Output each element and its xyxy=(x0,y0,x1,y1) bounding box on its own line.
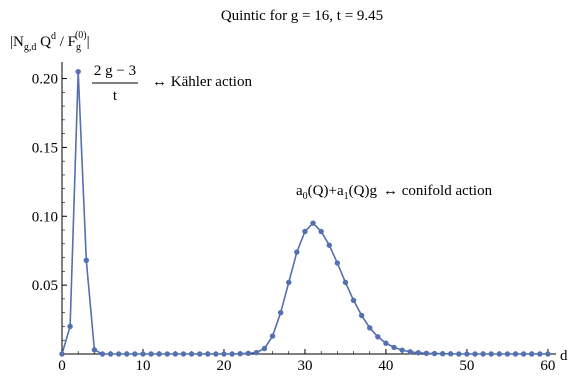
data-point xyxy=(448,351,454,357)
annotation-conifold: a0(Q)+a1(Q)g ↔ conifold action xyxy=(296,183,493,202)
data-point xyxy=(326,242,332,248)
data-point xyxy=(229,351,235,357)
x-tick-label-1: 10 xyxy=(135,358,150,374)
data-point xyxy=(67,323,73,330)
data-point xyxy=(504,351,511,357)
y-axis-label: |Ng,d Qd / Fg(0)| xyxy=(10,30,90,53)
data-point xyxy=(545,351,551,357)
x-tick-label-2: 20 xyxy=(216,358,231,374)
data-point xyxy=(107,351,114,357)
data-point xyxy=(358,312,365,319)
data-point xyxy=(180,351,187,357)
x-tick-label-4: 40 xyxy=(378,358,393,374)
data-point xyxy=(188,351,195,357)
data-point xyxy=(148,351,154,357)
data-point xyxy=(383,340,389,346)
data-point xyxy=(350,297,357,303)
data-point xyxy=(342,279,349,286)
data-point xyxy=(399,347,405,353)
y-tick-label-2: 0.15 xyxy=(32,140,58,156)
data-point xyxy=(439,351,446,357)
data-point xyxy=(115,351,122,357)
data-point xyxy=(423,350,430,357)
data-point xyxy=(269,333,276,339)
annotation-kahler-denominator: t xyxy=(113,88,118,104)
annotation-kahler-text: ↔ Kähler action xyxy=(152,74,252,90)
data-point xyxy=(334,260,341,266)
data-point xyxy=(237,351,243,357)
data-point xyxy=(286,279,292,286)
ticks: 0 10 20 30 40 50 60 0.05 0.10 0.15 0.20 xyxy=(32,72,556,374)
x-tick-label-0: 0 xyxy=(58,358,66,374)
chart-title: Quintic for g = 16, t = 9.45 xyxy=(221,8,383,24)
data-point xyxy=(91,347,98,353)
y-tick-label-1: 0.10 xyxy=(32,209,58,225)
data-point xyxy=(99,351,106,357)
data-point xyxy=(537,351,543,357)
data-point xyxy=(302,228,308,235)
x-tick-label-3: 30 xyxy=(297,358,312,374)
data-point xyxy=(375,334,381,340)
data-point xyxy=(221,351,227,357)
y-tick-label-3: 0.20 xyxy=(32,72,58,88)
series-line xyxy=(61,71,548,355)
x-tick-label-5: 50 xyxy=(459,358,474,374)
data-point xyxy=(464,351,470,357)
data-point xyxy=(59,351,65,357)
data-point xyxy=(391,344,397,351)
data-point xyxy=(156,351,162,357)
data-point xyxy=(140,351,146,357)
data-point xyxy=(367,325,373,331)
data-point xyxy=(75,68,81,75)
data-point xyxy=(520,351,527,357)
data-point xyxy=(488,351,494,357)
data-point xyxy=(132,351,138,357)
annotation-kahler-numerator: 2 g − 3 xyxy=(94,63,136,79)
data-point xyxy=(245,350,251,357)
y-tick-label-0: 0.05 xyxy=(32,278,58,294)
data-point xyxy=(196,351,203,357)
data-point xyxy=(431,350,438,357)
axes xyxy=(61,62,556,355)
data-point xyxy=(415,350,422,356)
data-point xyxy=(164,351,170,357)
data-point xyxy=(83,257,89,264)
data-point xyxy=(407,349,413,355)
data-point xyxy=(294,249,300,255)
data-point xyxy=(172,351,179,357)
data-point xyxy=(261,345,268,352)
data-point xyxy=(253,349,260,356)
data-point xyxy=(310,220,316,226)
x-tick-label-6: 60 xyxy=(540,358,555,374)
annotation-kahler: 2 g − 3 t ↔ Kähler action xyxy=(92,63,252,104)
data-point xyxy=(456,351,462,357)
data-point xyxy=(124,351,130,357)
x-axis-label: d xyxy=(560,348,568,364)
data-point xyxy=(512,351,519,357)
data-point xyxy=(496,351,503,357)
data-point xyxy=(205,351,211,357)
series xyxy=(59,68,551,357)
data-point xyxy=(529,351,535,357)
data-point xyxy=(277,309,284,316)
data-point xyxy=(213,351,219,357)
data-point xyxy=(318,228,324,235)
data-point xyxy=(472,351,478,357)
data-point xyxy=(480,351,486,357)
